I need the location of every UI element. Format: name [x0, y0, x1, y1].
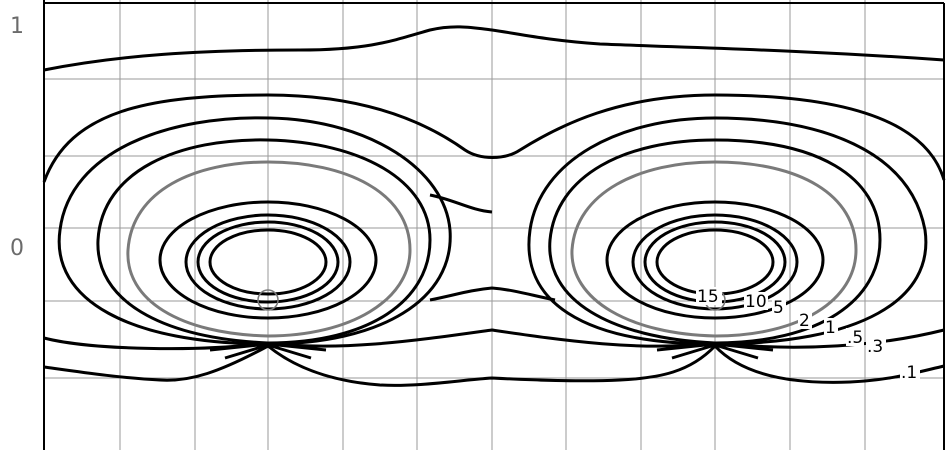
- contour-label-2: 2: [799, 311, 810, 331]
- contour-05-left: [57, 116, 452, 346]
- y-tick-label-top: 1: [10, 14, 24, 39]
- contour-15-left: [196, 220, 340, 304]
- contour-10-left: [184, 213, 352, 311]
- label-bg: [696, 287, 722, 305]
- contour-label-10: 10: [745, 292, 767, 312]
- contour-spike-right: [656, 342, 774, 360]
- circle-marker-left: [257, 289, 279, 311]
- contour-label-05: .5: [847, 328, 863, 348]
- contour-03: [42, 93, 946, 183]
- contour-peak-left: [208, 228, 328, 296]
- label-bg: [798, 311, 812, 329]
- contour-5-left: [158, 200, 378, 320]
- contour-2-right: [570, 160, 858, 338]
- label-bg: [824, 318, 838, 336]
- bottom-ticks: [119, 446, 866, 450]
- contour-1-left: [96, 138, 432, 345]
- contour-label-1: 1: [825, 318, 836, 338]
- contour-waist-bottom: [429, 286, 556, 302]
- contour-10-right: [631, 213, 799, 311]
- label-bg: [772, 298, 786, 316]
- contour-outer: [43, 25, 945, 72]
- label-bg: [846, 328, 864, 346]
- contour-03-lower: [43, 328, 945, 351]
- label-bg: [900, 363, 920, 381]
- contour-05-right: [527, 116, 928, 346]
- contour-bottom: [43, 344, 945, 387]
- label-bg: [744, 292, 768, 310]
- label-bg: [866, 337, 886, 355]
- contour-label-5: 5: [773, 298, 784, 318]
- contour-5-right: [605, 200, 825, 320]
- contour-label-03: .3: [867, 337, 883, 357]
- contour-2-left: [126, 160, 412, 338]
- contour-waist-top: [429, 193, 493, 214]
- contour-1-right: [548, 138, 882, 345]
- y-tick-label-middle: 0: [10, 236, 24, 261]
- contour-spike-left: [209, 342, 327, 360]
- contour-label-15: 15: [697, 287, 719, 307]
- contour-label-01: .1: [901, 363, 917, 383]
